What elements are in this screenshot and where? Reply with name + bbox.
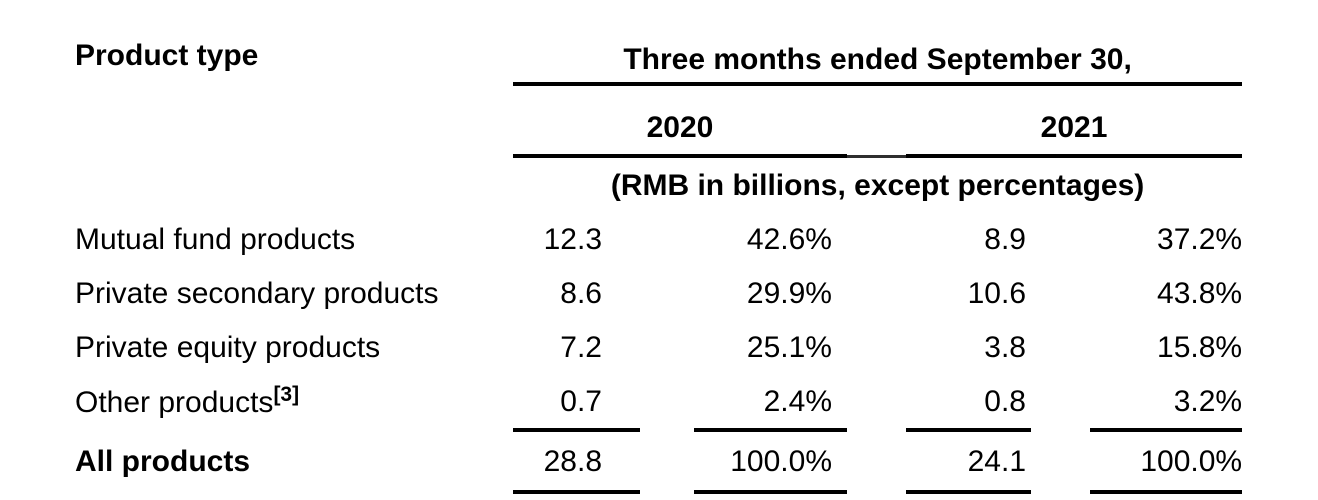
spacer [640,320,694,374]
pct-2020-cell: 42.6% [746,222,832,256]
amount-2020-cell: 12.3 [543,222,602,256]
total-pct-2021-cell: 100.0% [1090,430,1243,494]
corner-header: Product type [75,39,259,72]
year-header-row: 2020 2021 [75,84,1243,158]
table-row: Other products[3] 0.7 2.4% 0.8 3.2% [75,374,1243,432]
pct-2020-cell: 29.9% [746,276,832,310]
amount-2021-cell: 0.8 [906,374,1031,432]
spacer [847,374,906,430]
spacer [640,212,694,266]
empty-cell [75,84,513,156]
spacer [1031,212,1090,266]
spacer [847,212,906,266]
header-row: Product type Three months ended Septembe… [75,16,1243,86]
amount-2020-cell: 0.7 [513,374,640,432]
total-row: All products 28.8 100.0% 24.1 100.0% [75,430,1243,494]
footnote-marker: [3] [273,382,300,406]
spacer [1031,266,1090,320]
rule-gap [847,84,906,158]
spacer [640,266,694,320]
total-amount-2020-cell: 28.8 [513,430,640,494]
table-row: Mutual fund products 12.3 42.6% 8.9 37.2… [75,212,1242,266]
spacer [640,374,694,430]
spacer [1031,320,1090,374]
spacer [847,430,906,492]
row-label: Mutual fund products [75,222,356,256]
row-label: Private secondary products [75,276,439,310]
table-row: Private secondary products 8.6 29.9% 10.… [75,266,1242,320]
row-label-text: Other products [75,385,274,419]
year-header-2020: 2020 [513,84,847,158]
spacer [1031,374,1090,430]
unit-note: (RMB in billions, except percentages) [610,168,1145,202]
row-label: Private equity products [75,330,381,364]
pct-2021-cell: 43.8% [1157,276,1243,310]
amount-2020-cell: 7.2 [560,330,602,364]
total-pct-2020-cell: 100.0% [694,430,847,494]
pct-2020-cell: 2.4% [694,374,847,432]
empty-cell [75,156,513,212]
row-label: Other products[3] [75,374,513,430]
unit-note-row: (RMB in billions, except percentages) [75,156,1242,212]
pct-2021-cell: 37.2% [1157,222,1243,256]
amount-2021-cell: 8.9 [984,222,1026,256]
spacer [1031,430,1090,492]
spacer [640,430,694,492]
amount-2020-cell: 8.6 [560,276,602,310]
period-header: Three months ended September 30, [513,16,1243,86]
product-type-table: Product type Three months ended Septembe… [75,16,1243,494]
pct-2021-cell: 3.2% [1090,374,1243,432]
spacer [847,320,906,374]
pct-2021-cell: 15.8% [1157,330,1243,364]
amount-2021-cell: 10.6 [967,276,1026,310]
spacer [847,266,906,320]
amount-2021-cell: 3.8 [984,330,1026,364]
table-row: Private equity products 7.2 25.1% 3.8 15… [75,320,1242,374]
year-header-2021: 2021 [906,84,1243,158]
total-amount-2021-cell: 24.1 [906,430,1031,494]
pct-2020-cell: 25.1% [746,330,832,364]
total-label: All products [75,444,251,478]
